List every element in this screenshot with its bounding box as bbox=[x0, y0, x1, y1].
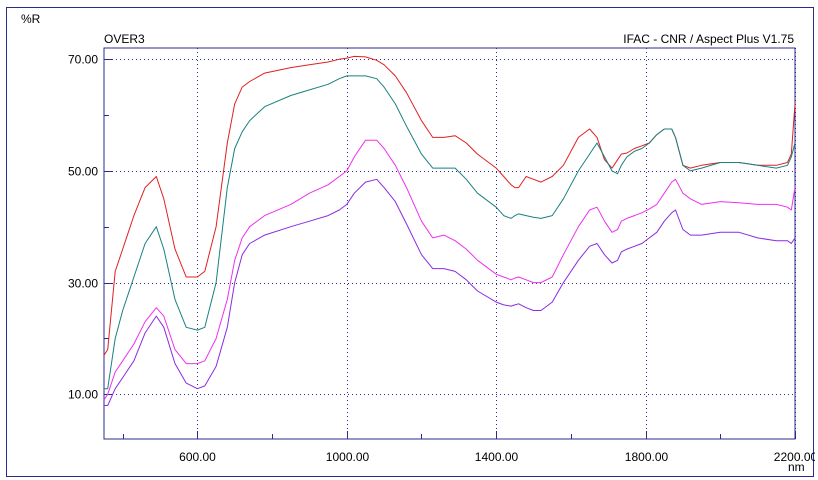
y-tick-label: 50.00 bbox=[68, 165, 98, 179]
plot-area bbox=[103, 47, 796, 440]
series-lines bbox=[103, 55, 796, 406]
y-tick-label: 10.00 bbox=[68, 388, 98, 402]
x-tick-label: 1800.00 bbox=[625, 450, 669, 464]
x-axis-label: nm bbox=[788, 460, 805, 474]
series-line-4 bbox=[104, 178, 796, 406]
series-line-3 bbox=[103, 139, 796, 401]
x-tick-label: 600.00 bbox=[179, 450, 216, 464]
y-tick-label: 70.00 bbox=[68, 53, 98, 67]
tick-labels: 600.00 1000.00 1400.00 1800.00 2200.00 10.00 3… bbox=[68, 53, 815, 465]
x-tick-label: 1000.00 bbox=[326, 450, 370, 464]
chart-header-right: IFAC - CNR / Aspect Plus V1.75 bbox=[623, 32, 794, 46]
y-axis-label: %R bbox=[21, 12, 41, 26]
spectral-reflectance-chart: %R OVER3 IFAC - CNR / Aspect Plus V1.75 … bbox=[21, 12, 815, 474]
y-tick-label: 30.00 bbox=[68, 277, 98, 291]
series-line-2 bbox=[104, 75, 796, 390]
x-tick-label: 2200.00 bbox=[774, 450, 815, 464]
chart-title: OVER3 bbox=[104, 32, 145, 46]
x-tick-label: 1400.00 bbox=[475, 450, 519, 464]
chart-frame: %R OVER3 IFAC - CNR / Aspect Plus V1.75 … bbox=[6, 7, 815, 477]
